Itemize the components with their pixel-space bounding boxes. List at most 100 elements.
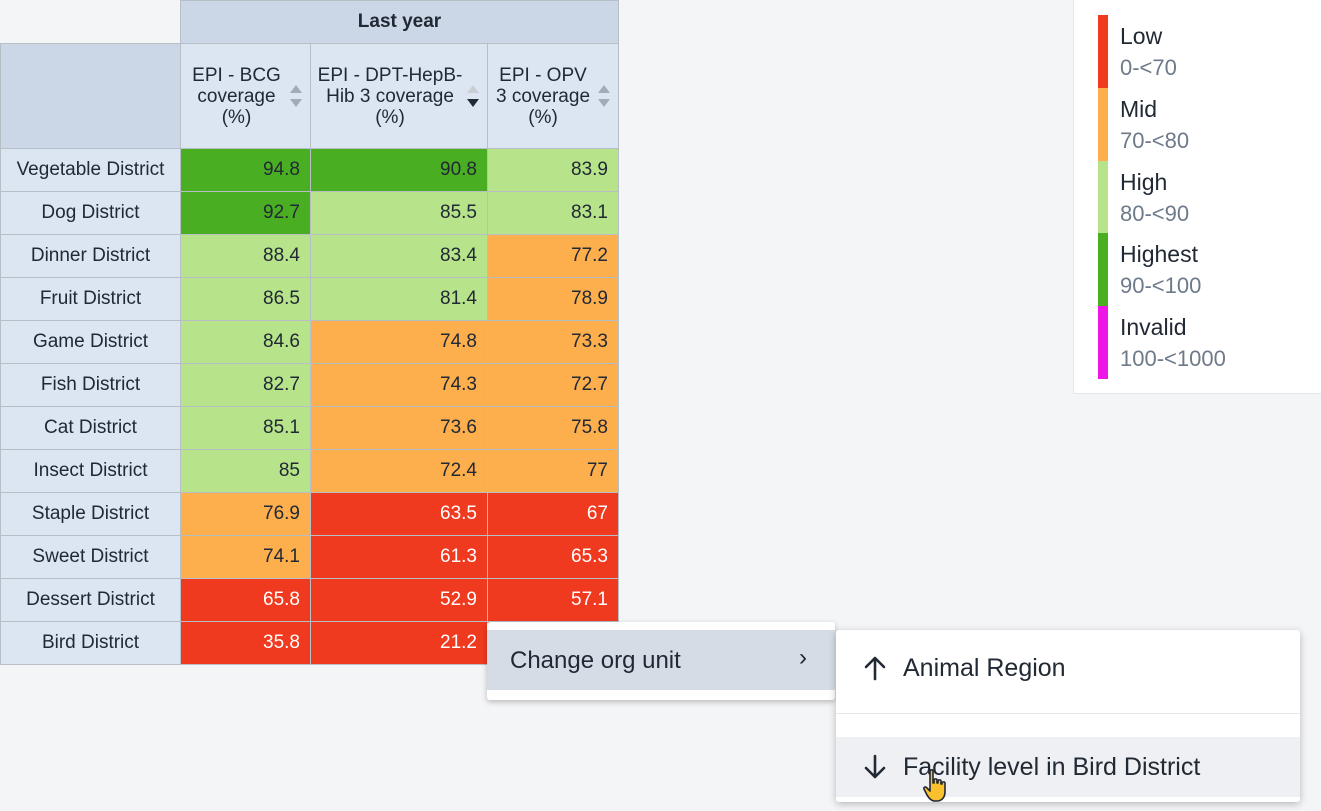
value-cell[interactable]: 77.2 — [487, 234, 619, 278]
row-header[interactable]: Dog District — [0, 191, 181, 235]
value-cell[interactable]: 57.1 — [487, 578, 619, 622]
value-cell[interactable]: 74.8 — [310, 320, 488, 364]
value-cell[interactable]: 67 — [487, 492, 619, 536]
corner-cell — [0, 43, 181, 149]
value-cell[interactable]: 86.5 — [180, 277, 311, 321]
value-cell[interactable]: 74.1 — [180, 535, 311, 579]
value-cell[interactable]: 90.8 — [310, 148, 488, 192]
value-cell[interactable]: 92.7 — [180, 191, 311, 235]
row-header[interactable]: Game District — [0, 320, 181, 364]
value-cell[interactable]: 83.9 — [487, 148, 619, 192]
table-row: Cat District 85.1 73.6 75.8 — [0, 406, 619, 450]
sort-icon[interactable] — [290, 85, 302, 107]
legend-name: Invalid — [1120, 314, 1187, 340]
org-unit-submenu: Animal Region Facility level in Bird Dis… — [836, 630, 1300, 802]
table-row: Dinner District 88.4 83.4 77.2 — [0, 234, 619, 278]
column-header-dpt[interactable]: EPI - DPT-HepB-Hib 3 coverage (%) — [310, 43, 488, 149]
value-cell[interactable]: 85 — [180, 449, 311, 493]
row-header[interactable]: Vegetable District — [0, 148, 181, 192]
table-row: Dessert District 65.8 52.9 57.1 — [0, 578, 619, 622]
value-cell[interactable]: 72.4 — [310, 449, 488, 493]
legend-panel: Low 0-<70 Mid 70-<80 High 80-<90 Highest… — [1073, 0, 1321, 394]
value-cell[interactable]: 88.4 — [180, 234, 311, 278]
value-cell[interactable]: 83.4 — [310, 234, 488, 278]
legend-range: 70-<80 — [1120, 128, 1190, 153]
value-cell[interactable]: 77 — [487, 449, 619, 493]
value-cell[interactable]: 78.9 — [487, 277, 619, 321]
table-row: Vegetable District 94.8 90.8 83.9 — [0, 148, 619, 192]
submenu-item-label: Animal Region — [903, 654, 1066, 682]
legend-color-bar — [1098, 306, 1108, 379]
table-row: Fish District 82.7 74.3 72.7 — [0, 363, 619, 407]
legend-name: Mid — [1120, 96, 1158, 122]
value-cell[interactable]: 63.5 — [310, 492, 488, 536]
legend-color-bar — [1098, 161, 1108, 234]
value-cell[interactable]: 82.7 — [180, 363, 311, 407]
value-cell[interactable]: 35.8 — [180, 621, 311, 665]
row-header[interactable]: Dinner District — [0, 234, 181, 278]
submenu-item-animal-region[interactable]: Animal Region — [836, 638, 1300, 698]
legend-color-bar — [1098, 233, 1108, 306]
row-header[interactable]: Fish District — [0, 363, 181, 407]
sort-icon[interactable] — [598, 85, 610, 107]
value-cell[interactable]: 81.4 — [310, 277, 488, 321]
row-header[interactable]: Bird District — [0, 621, 181, 665]
legend-item-mid: Mid 70-<80 — [1098, 88, 1298, 161]
menu-item-change-org-unit[interactable]: Change org unit › — [487, 630, 835, 690]
value-cell[interactable]: 76.9 — [180, 492, 311, 536]
column-header-label: EPI - OPV 3 coverage (%) — [496, 64, 591, 128]
sort-descending-icon[interactable] — [467, 85, 479, 107]
legend-item-invalid: Invalid 100-<1000 — [1098, 306, 1298, 379]
hand-pointer-cursor-icon — [923, 769, 946, 802]
column-header-label: EPI - BCG coverage (%) — [192, 64, 281, 128]
legend-range: 0-<70 — [1120, 55, 1177, 80]
value-cell[interactable]: 65.3 — [487, 535, 619, 579]
value-cell[interactable]: 94.8 — [180, 148, 311, 192]
table-row: Insect District 85 72.4 77 — [0, 449, 619, 493]
menu-divider — [836, 713, 1300, 714]
row-header[interactable]: Fruit District — [0, 277, 181, 321]
value-cell[interactable]: 75.8 — [487, 406, 619, 450]
value-cell[interactable]: 85.1 — [180, 406, 311, 450]
row-header[interactable]: Cat District — [0, 406, 181, 450]
legend-range: 100-<1000 — [1120, 346, 1226, 371]
column-header-bcg[interactable]: EPI - BCG coverage (%) — [180, 43, 311, 149]
table-row: Staple District 76.9 63.5 67 — [0, 492, 619, 536]
value-cell[interactable]: 72.7 — [487, 363, 619, 407]
value-cell[interactable]: 74.3 — [310, 363, 488, 407]
period-header: Last year — [180, 0, 619, 44]
arrow-down-icon — [864, 754, 886, 779]
value-cell[interactable]: 21.2 — [310, 621, 488, 665]
value-cell[interactable]: 61.3 — [310, 535, 488, 579]
table-row: Fruit District 86.5 81.4 78.9 — [0, 277, 619, 321]
legend-item-low: Low 0-<70 — [1098, 15, 1298, 88]
corner-top — [0, 0, 181, 44]
chevron-right-icon: › — [799, 644, 807, 671]
menu-item-label: Change org unit — [510, 647, 681, 674]
legend-range: 80-<90 — [1120, 201, 1190, 226]
value-cell[interactable]: 65.8 — [180, 578, 311, 622]
column-header-opv[interactable]: EPI - OPV 3 coverage (%) — [487, 43, 619, 149]
value-cell[interactable]: 85.5 — [310, 191, 488, 235]
submenu-item-label: Facility level in Bird District — [903, 753, 1201, 781]
legend-color-bar — [1098, 15, 1108, 88]
legend-item-highest: Highest 90-<100 — [1098, 233, 1298, 306]
legend-color-bar — [1098, 88, 1108, 161]
table-row: Game District 84.6 74.8 73.3 — [0, 320, 619, 364]
table-row: Dog District 92.7 85.5 83.1 — [0, 191, 619, 235]
legend-name: Highest — [1120, 241, 1198, 267]
row-header[interactable]: Dessert District — [0, 578, 181, 622]
value-cell[interactable]: 52.9 — [310, 578, 488, 622]
context-menu: Change org unit › — [487, 622, 835, 700]
value-cell[interactable]: 84.6 — [180, 320, 311, 364]
value-cell[interactable]: 83.1 — [487, 191, 619, 235]
row-header[interactable]: Insect District — [0, 449, 181, 493]
submenu-item-facility-level[interactable]: Facility level in Bird District — [836, 737, 1300, 797]
legend-item-high: High 80-<90 — [1098, 161, 1298, 234]
table-row: Sweet District 74.1 61.3 65.3 — [0, 535, 619, 579]
value-cell[interactable]: 73.6 — [310, 406, 488, 450]
value-cell[interactable]: 73.3 — [487, 320, 619, 364]
legend-name: Low — [1120, 23, 1163, 49]
row-header[interactable]: Staple District — [0, 492, 181, 536]
row-header[interactable]: Sweet District — [0, 535, 181, 579]
